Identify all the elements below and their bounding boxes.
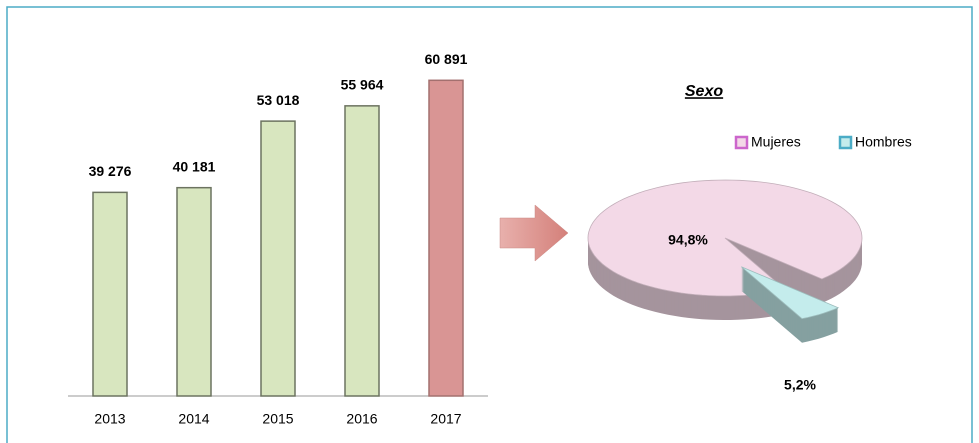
frame xyxy=(6,6,973,443)
pie-slice xyxy=(587,179,863,297)
chart-title: Sexo xyxy=(685,83,723,100)
legend-swatch xyxy=(838,135,853,150)
legend-label: Hombres xyxy=(855,134,912,150)
bar xyxy=(92,191,128,397)
bar xyxy=(260,120,296,397)
arrow xyxy=(499,204,569,262)
bar xyxy=(428,79,464,397)
x-tick-label: 2014 xyxy=(178,411,209,427)
bar xyxy=(176,186,212,397)
value-label: 55 964 xyxy=(341,77,384,93)
pie-slice xyxy=(741,266,840,320)
x-tick-label: 2017 xyxy=(430,411,461,427)
x-tick-label: 2015 xyxy=(262,411,293,427)
x-tick-label: 2013 xyxy=(94,411,125,427)
value-label: 60 891 xyxy=(425,51,468,67)
value-label: 5,2% xyxy=(784,377,816,393)
legend-swatch xyxy=(734,135,749,150)
legend-label: Mujeres xyxy=(751,134,801,150)
bar xyxy=(344,105,380,397)
value-label: 39 276 xyxy=(89,163,132,179)
value-label: 53 018 xyxy=(257,92,300,108)
value-label: 40 181 xyxy=(173,158,216,174)
x-tick-label: 2016 xyxy=(346,411,377,427)
value-label: 94,8% xyxy=(668,232,708,248)
